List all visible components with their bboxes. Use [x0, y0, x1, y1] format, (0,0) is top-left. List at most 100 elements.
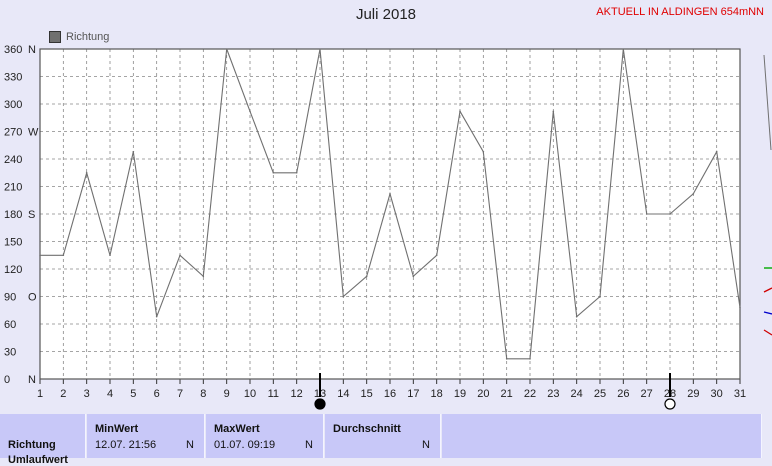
y-tick-label: 120: [4, 264, 22, 276]
x-tick-label: 24: [571, 388, 583, 400]
compass-label: W: [28, 127, 39, 139]
data-point: [109, 254, 111, 257]
legend-label: Richtung: [66, 31, 110, 43]
statistics-footer: Richtung Umlaufwert MinWert 12.07. 21:56…: [0, 414, 772, 466]
data-point: [622, 48, 625, 50]
min-value-cell: MinWert 12.07. 21:56 N: [87, 414, 205, 458]
y-tick-label: 90: [4, 292, 16, 304]
y-tick-label: 0: [4, 374, 10, 386]
data-point: [715, 150, 718, 153]
data-point: [155, 315, 158, 318]
data-point: [482, 150, 485, 153]
data-point: [739, 306, 741, 309]
x-tick-label: 8: [200, 388, 206, 400]
data-point: [669, 213, 671, 215]
footer-row-label-2: Umlaufwert: [8, 454, 68, 466]
data-point: [225, 48, 228, 50]
data-point: [342, 295, 345, 298]
location-banner: AKTUELL IN ALDINGEN 654mNN: [596, 6, 764, 18]
full-moon-icon: [664, 398, 676, 410]
side-panel-trace: [763, 54, 772, 151]
x-tick-label: 1: [37, 388, 43, 400]
x-tick-label: 25: [594, 388, 606, 400]
legend-swatch: [49, 31, 61, 43]
data-point: [575, 315, 578, 318]
x-tick-label: 4: [107, 388, 113, 400]
x-tick-label: 14: [337, 388, 349, 400]
max-direction: N: [305, 439, 313, 451]
x-tick-label: 16: [384, 388, 396, 400]
min-header: MinWert: [95, 423, 139, 435]
x-tick-label: 5: [130, 388, 136, 400]
data-point: [692, 193, 695, 195]
x-tick-label: 23: [547, 388, 559, 400]
y-tick-label: 240: [4, 154, 22, 166]
data-point: [62, 254, 65, 257]
data-point: [645, 213, 648, 215]
average-direction: N: [422, 439, 430, 451]
average-cell: Durchschnitt N: [325, 414, 441, 458]
data-point: [599, 295, 601, 298]
data-point: [505, 358, 508, 360]
min-direction: N: [186, 439, 194, 451]
data-point: [365, 275, 368, 278]
max-header: MaxWert: [214, 423, 260, 435]
x-tick-label: 2: [60, 388, 66, 400]
x-tick-label: 22: [524, 388, 536, 400]
data-point: [202, 275, 205, 278]
x-tick-label: 3: [84, 388, 90, 400]
y-tick-label: 60: [4, 319, 16, 331]
y-tick-label: 30: [4, 347, 16, 359]
data-point: [529, 358, 531, 360]
compass-label: N: [28, 44, 36, 56]
compass-label: N: [28, 374, 36, 386]
data-point: [319, 48, 321, 50]
side-panel-mark-red: [763, 287, 772, 293]
x-tick-label: 6: [154, 388, 160, 400]
data-point: [132, 150, 135, 153]
chart: 0306090120150180210240270300330360NOSWN1…: [4, 44, 772, 410]
data-point: [389, 193, 391, 195]
data-point: [39, 254, 41, 257]
max-value: 01.07. 09:19: [214, 439, 276, 451]
x-tick-label: 11: [268, 388, 279, 400]
new-moon-icon: [314, 398, 326, 410]
data-point: [459, 110, 461, 113]
max-value-cell: MaxWert 01.07. 09:19 N: [206, 414, 324, 458]
data-point: [249, 110, 251, 113]
data-point: [295, 171, 298, 174]
y-tick-label: 150: [4, 237, 22, 249]
data-point: [412, 275, 415, 278]
x-tick-label: 18: [431, 388, 443, 400]
side-panel-mark-red-2: [763, 329, 772, 336]
x-tick-label: 26: [617, 388, 629, 400]
x-tick-label: 17: [407, 388, 419, 400]
x-tick-label: 29: [687, 388, 699, 400]
data-point: [85, 171, 88, 174]
footer-row-label-cell: Richtung Umlaufwert: [0, 414, 86, 466]
compass-label: S: [28, 209, 35, 221]
min-value: 12.07. 21:56: [95, 439, 157, 451]
compass-label: O: [28, 292, 37, 304]
x-tick-label: 19: [454, 388, 466, 400]
x-tick-label: 9: [224, 388, 230, 400]
x-tick-label: 21: [501, 388, 513, 400]
x-tick-label: 20: [477, 388, 489, 400]
y-tick-label: 270: [4, 127, 22, 139]
y-tick-label: 300: [4, 99, 22, 111]
y-tick-label: 180: [4, 209, 22, 221]
data-point: [179, 254, 181, 257]
x-tick-label: 12: [291, 388, 303, 400]
x-tick-label: 27: [641, 388, 653, 400]
y-tick-label: 330: [4, 72, 22, 84]
x-tick-label: 10: [244, 388, 256, 400]
x-tick-label: 30: [711, 388, 723, 400]
data-point: [272, 171, 275, 174]
average-header: Durchschnitt: [333, 423, 401, 435]
chart-title: Juli 2018: [355, 6, 417, 23]
x-tick-label: 7: [177, 388, 183, 400]
x-tick-label: 31: [734, 388, 746, 400]
data-point: [435, 254, 438, 257]
y-tick-label: 360: [4, 44, 22, 56]
footer-empty-cell: [442, 414, 762, 458]
